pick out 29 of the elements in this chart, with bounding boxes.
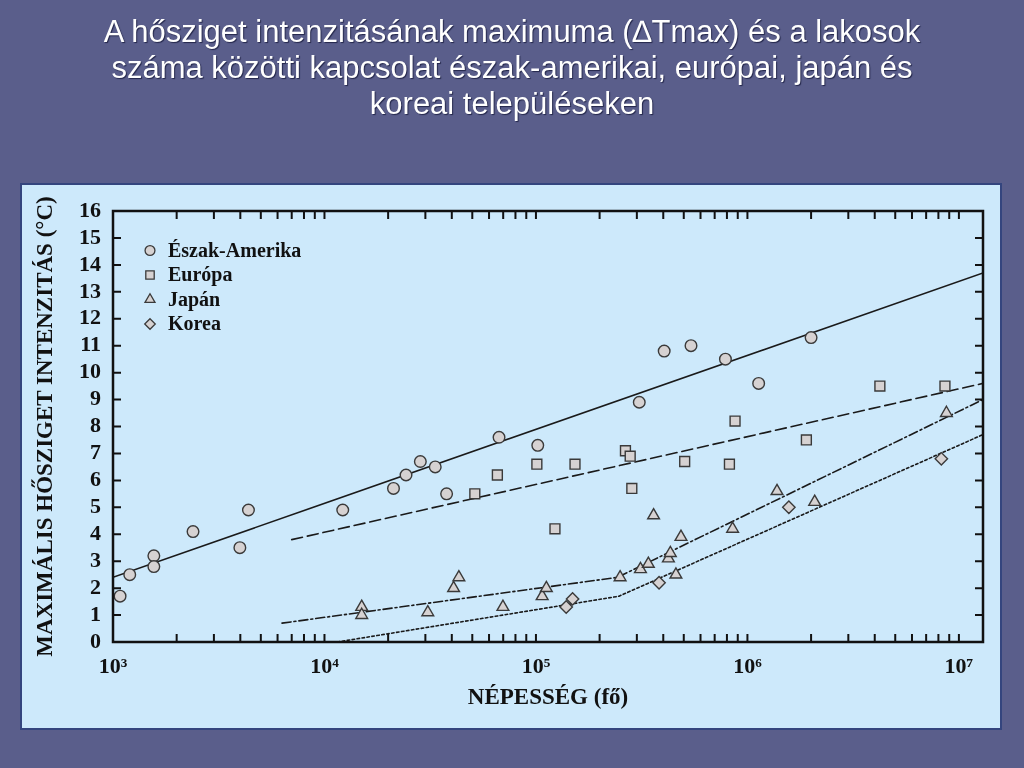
chart-title: A hősziget intenzitásának maximuma (∆Tmax) és a lakosok száma közötti kapcsolat észak-amerikai, európai, japán és koreai településeken (102, 14, 922, 122)
y-tick-label: 9 (90, 385, 101, 411)
y-tick-label: 7 (90, 439, 101, 465)
y-tick-label: 0 (90, 627, 101, 653)
x-tick-label: 10⁴ (310, 652, 340, 678)
y-tick-label: 2 (90, 573, 101, 599)
y-tick-label: 12 (79, 304, 101, 330)
y-axis-title: MAXIMÁLIS HŐSZIGET INTENZITÁS (°C) (30, 196, 57, 657)
legend-label: Korea (168, 312, 221, 335)
y-tick-label: 3 (90, 546, 101, 572)
x-axis-title: NÉPESSÉG (fő) (467, 684, 629, 710)
y-tick-label: 8 (90, 412, 101, 438)
y-tick-label: 1 (90, 600, 101, 626)
legend-label: Japán (168, 287, 221, 311)
y-tick-label: 6 (90, 466, 101, 492)
y-tick-label: 14 (79, 250, 101, 276)
legend-label: Európa (168, 263, 233, 287)
y-tick-label: 5 (90, 493, 101, 518)
y-tick-label: 10 (79, 358, 101, 384)
x-tick-label: 10⁵ (521, 652, 551, 678)
x-tick-label: 10⁷ (944, 652, 974, 678)
y-tick-label: 13 (79, 277, 101, 303)
y-tick-label: 4 (90, 519, 101, 545)
y-tick-label: 16 (79, 196, 101, 222)
y-tick-label: 11 (80, 331, 101, 357)
x-tick-label: 10⁶ (733, 652, 763, 678)
legend-label: Észak-Amerika (168, 238, 302, 261)
x-tick-label: 10³ (98, 652, 128, 678)
y-tick-label: 15 (79, 223, 101, 249)
